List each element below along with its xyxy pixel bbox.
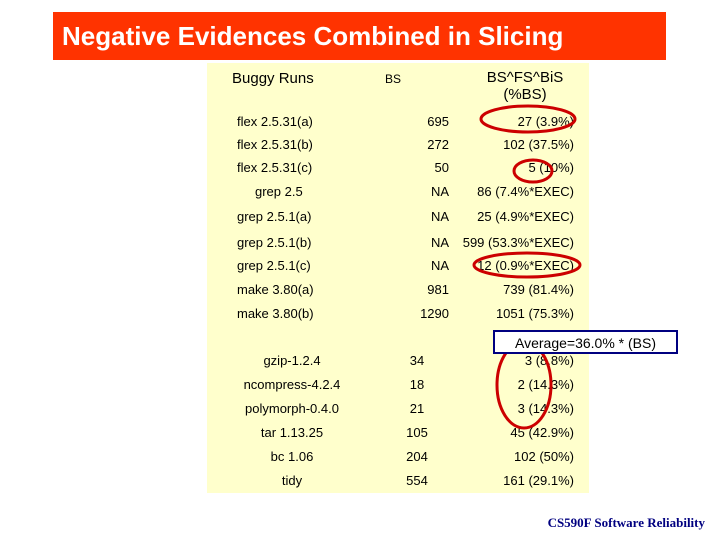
slide-title: Negative Evidences Combined in Slicing [62,21,564,51]
row-name: ncompress-4.2.4 [243,377,341,392]
header-combined-line2: (%BS) [503,86,547,103]
row-bs: NA [430,209,449,224]
row-pct: 102 (50%) [514,449,574,464]
header-combined-line1: BS^FS^BiS [486,69,564,86]
row-pct: 86 (7.4%*EXEC) [477,184,574,199]
row-pct: 3 (8.8%) [524,353,574,368]
header-buggy-runs: Buggy Runs [232,70,314,87]
table-row: tidy 554 161 (29.1%) [207,469,589,493]
row-name: grep 2.5.1(b) [237,235,312,250]
row-bs: 34 [409,353,425,368]
average-label: Average=36.0% * (BS) [515,335,656,351]
highlight-circle [512,158,554,184]
row-pct: 1051 (75.3%) [495,306,574,321]
row-name: flex 2.5.31(a) [237,114,313,129]
row-bs: 21 [409,401,425,416]
row-bs: 18 [409,377,425,392]
row-name: flex 2.5.31(c) [237,160,313,175]
table-row: flex 2.5.31(a) 695 27 (3.9%) [207,110,589,134]
table-row: gzip-1.2.4 34 3 (8.8%) [207,349,589,373]
row-pct: 739 (81.4%) [503,282,574,297]
row-bs: 204 [406,449,428,464]
row-bs: 695 [427,114,449,129]
row-name: make 3.80(b) [237,306,314,321]
average-box: Average=36.0% * (BS) [493,330,678,354]
highlight-circle [495,340,553,430]
table-row: ncompress-4.2.4 18 2 (14.3%) [207,373,589,397]
row-bs: NA [430,258,449,273]
row-name: flex 2.5.31(b) [237,137,313,152]
table-row: make 3.80(b) 1290 1051 (75.3%) [207,302,589,326]
row-bs: 272 [427,137,449,152]
row-name: bc 1.06 [270,449,314,464]
highlight-circle [472,251,582,279]
row-bs: NA [430,184,449,199]
row-pct: 12 (0.9%*EXEC) [477,258,574,273]
footer-course: CS590F Software Reliability [547,515,705,530]
row-pct: 2 (14.3%) [517,377,574,392]
row-name: tidy [281,473,303,488]
table-row: bc 1.06 204 102 (50%) [207,445,589,469]
row-name: gzip-1.2.4 [263,353,321,368]
table-row: grep 2.5.1(b) NA 599 (53.3%*EXEC) [207,231,589,255]
table-row: grep 2.5.1(a) NA 25 (4.9%*EXEC) [207,205,589,229]
table-row: flex 2.5.31(b) 272 102 (37.5%) [207,133,589,157]
table-row: grep 2.5 NA 86 (7.4%*EXEC) [207,180,589,204]
row-name: grep 2.5.1(c) [237,258,311,273]
title-bar: Negative Evidences Combined in Slicing [53,12,666,60]
header-bs: BS [385,72,402,86]
table-row: polymorph-0.4.0 21 3 (14.3%) [207,397,589,421]
row-bs: 1290 [420,306,449,321]
row-pct: 27 (3.9%) [517,114,574,129]
row-pct: 102 (37.5%) [503,137,574,152]
row-pct: 161 (29.1%) [503,473,574,488]
table-row: make 3.80(a) 981 739 (81.4%) [207,278,589,302]
row-name: grep 2.5 [255,184,303,199]
row-name: make 3.80(a) [237,282,314,297]
row-name: polymorph-0.4.0 [245,401,339,416]
row-bs: 981 [427,282,449,297]
table-row: grep 2.5.1(c) NA 12 (0.9%*EXEC) [207,254,589,278]
row-pct: 25 (4.9%*EXEC) [477,209,574,224]
highlight-circle [479,104,577,134]
row-name: tar 1.13.25 [260,425,324,440]
row-bs: 50 [434,160,449,175]
row-bs: NA [430,235,449,250]
row-bs: 105 [406,425,428,440]
row-pct: 599 (53.3%*EXEC) [462,235,574,250]
row-name: grep 2.5.1(a) [237,209,312,224]
row-bs: 554 [406,473,428,488]
